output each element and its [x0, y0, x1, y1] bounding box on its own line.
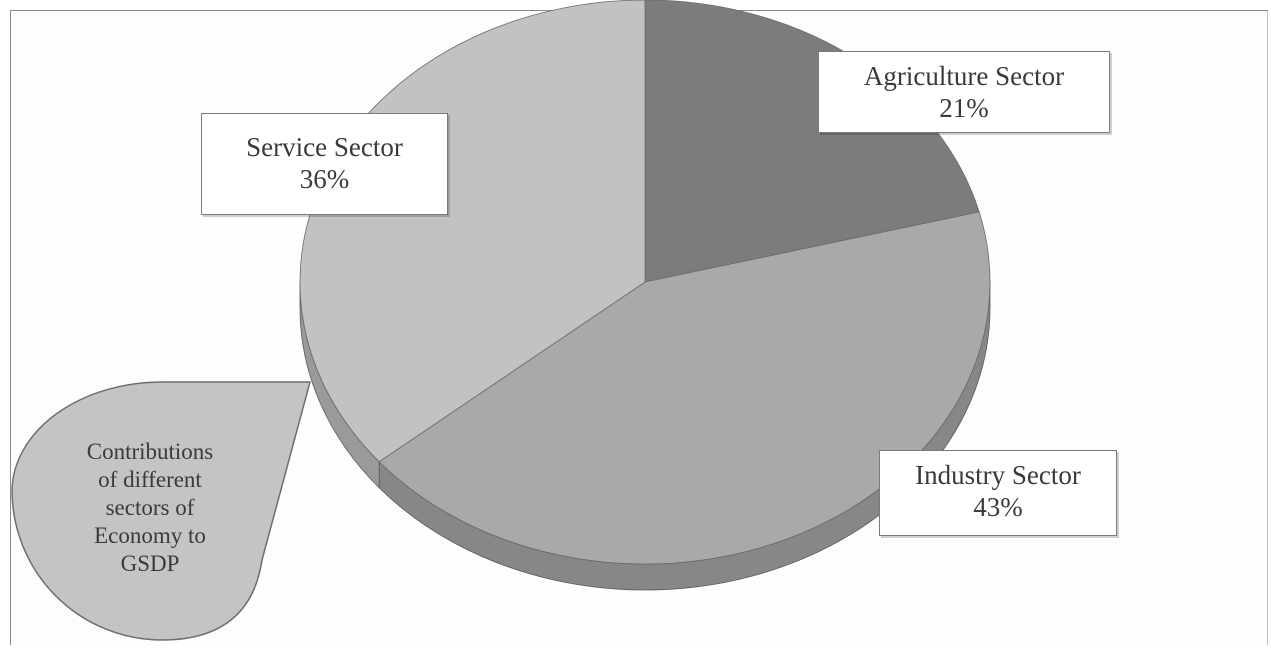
data-label-name: Service Sector — [246, 132, 403, 162]
data-label-value: 21% — [939, 93, 989, 123]
callout-line: sectors of — [105, 495, 195, 520]
pie-slice-industry — [378, 211, 991, 565]
callout-line: of different — [98, 467, 202, 492]
data-label-agriculture: Agriculture Sector 21% — [818, 51, 1110, 133]
data-label-industry: Industry Sector 43% — [879, 450, 1117, 536]
callout-line: GSDP — [120, 551, 180, 576]
data-label-name: Agriculture Sector — [863, 61, 1065, 91]
callout-line: Economy to — [94, 523, 206, 548]
callout-bubble — [11, 381, 311, 641]
data-label-name: Industry Sector — [915, 460, 1081, 490]
data-label-service: Service Sector 36% — [201, 113, 448, 215]
data-label-value: 36% — [299, 164, 350, 194]
callout-line: Contributions — [86, 439, 214, 464]
data-label-value: 43% — [973, 492, 1023, 522]
callout-text: Contributions of different sectors of Ec… — [40, 438, 260, 578]
